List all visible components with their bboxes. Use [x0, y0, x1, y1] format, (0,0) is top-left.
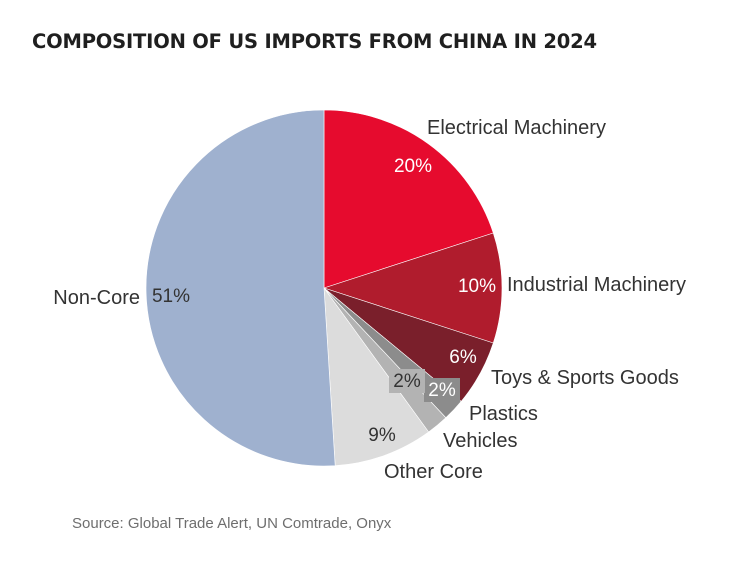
- percent-label: 20%: [394, 156, 432, 177]
- category-label: Non-Core: [53, 287, 140, 309]
- category-labels: Electrical Machinery Industrial Machinery…: [53, 117, 686, 483]
- category-label: Vehicles: [443, 430, 518, 452]
- pie-chart: 20% 10% 6% 2% 2% 9% 51% Electrical Machinery In…: [53, 109, 686, 483]
- percent-label: 2%: [428, 380, 456, 401]
- percent-label: 9%: [368, 425, 396, 446]
- pie-slice-non-core: [145, 109, 336, 467]
- chart-title: COMPOSITION OF US IMPORTS FROM CHINA IN …: [32, 30, 597, 53]
- category-label: Toys & Sports Goods: [491, 367, 679, 389]
- pie-slice-industrial-machinery: [323, 232, 503, 344]
- pie-slice-other-core: [323, 286, 430, 466]
- pie-slice-electrical-machinery: [323, 109, 494, 289]
- percent-label: 2%: [393, 371, 421, 392]
- percent-label-boxes: [389, 369, 460, 402]
- percent-label-box: [424, 378, 460, 402]
- source-note: Source: Global Trade Alert, UN Comtrade,…: [72, 515, 392, 532]
- category-label: Industrial Machinery: [507, 274, 686, 296]
- category-label: Electrical Machinery: [427, 117, 606, 139]
- category-label: Plastics: [469, 403, 538, 425]
- percent-label-box: [389, 369, 425, 393]
- percent-label: 6%: [449, 347, 477, 368]
- percent-label: 51%: [152, 286, 190, 307]
- category-label: Other Core: [384, 461, 483, 483]
- pie-slices: [145, 109, 503, 467]
- percent-label: 10%: [458, 276, 496, 297]
- percent-labels: 20% 10% 6% 2% 2% 9% 51%: [152, 156, 496, 446]
